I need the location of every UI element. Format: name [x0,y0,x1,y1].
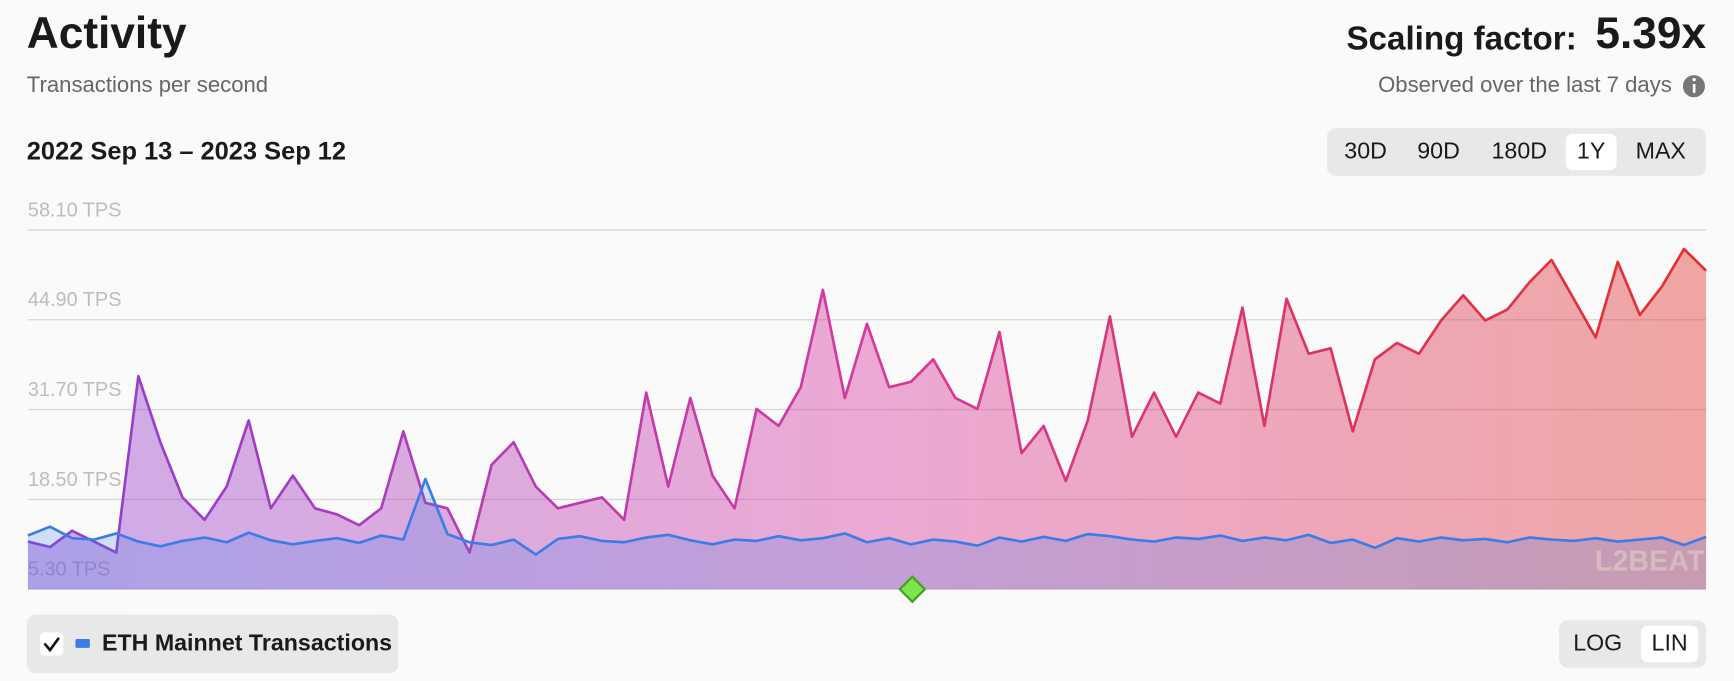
legend-swatch [75,638,90,648]
info-icon[interactable] [1682,75,1705,98]
range-button[interactable]: 1Y [1577,138,1605,164]
range-label: 2022 Sep 13 – 2023 Sep 12 [27,137,346,165]
legend [26,614,399,674]
subtitle: Transactions per second [27,72,268,97]
y-tick-label: 31.70 TPS [28,379,122,401]
series-area [27,248,1707,590]
observed-note: Observed over the last 7 days [1378,72,1672,97]
series-area [27,479,1707,590]
range-button-selected[interactable] [1565,133,1617,171]
range-button[interactable]: 180D [1492,138,1547,164]
range-button[interactable]: 30D [1344,138,1387,164]
info-bar [1692,84,1696,93]
scaling-label: Scaling factor: [1346,21,1576,58]
check-mark [43,637,60,653]
range-button[interactable]: 90D [1417,138,1460,164]
watermark: L2BEAT [1595,545,1705,577]
scale-button[interactable]: LIN [1652,630,1688,656]
info-dot [1692,77,1696,82]
legend-label: ETH Mainnet Transactions [102,630,392,656]
y-tick-label: 44.90 TPS [28,289,122,311]
milestone-marker[interactable] [898,575,927,604]
scaling-value: 5.39x [1595,9,1706,58]
range-buttons: 30D 90D 180D 1Y MAX [1344,133,1686,171]
legend-checkbox[interactable] [40,632,64,656]
series-line [27,477,1707,556]
y-tick-label: 58.10 TPS [28,199,122,221]
title: Activity [27,9,187,58]
y-tick-label: 18.50 TPS [28,469,122,491]
series-line [27,247,1708,554]
range-button[interactable]: MAX [1636,138,1686,164]
scale-buttons: LOG LIN [1573,625,1699,663]
scale-button-selected[interactable] [1640,625,1699,663]
scale-button[interactable]: LOG [1573,630,1622,656]
